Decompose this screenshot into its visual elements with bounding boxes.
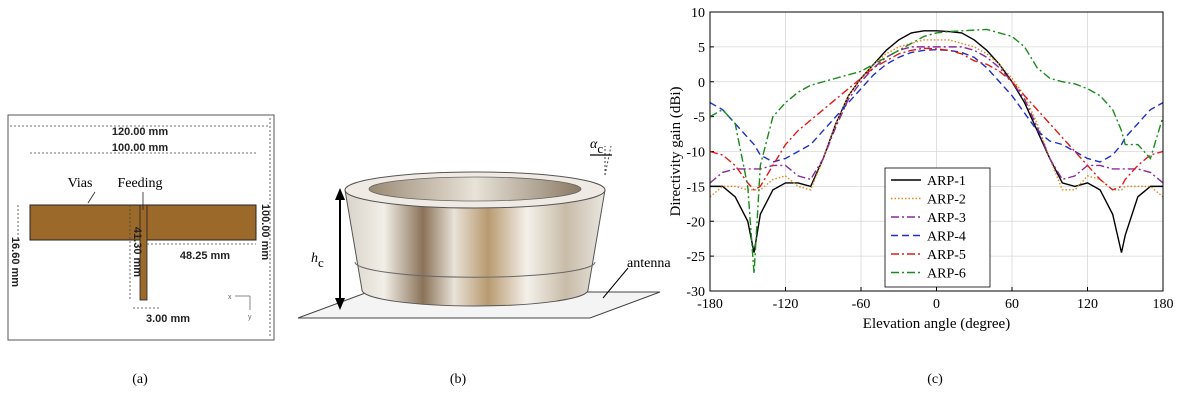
x-tick-label: -120 [773,297,799,312]
antenna-label: antenna [627,256,671,271]
caption: (a) [132,372,148,387]
x-tick-label: 60 [1005,297,1019,312]
axis-icon-label: y [248,314,252,321]
dim-label: 3.00 mm [146,313,190,325]
panel-a: 120.00 mm 100.00 mm 100.00 mm 16.60 mm 4… [8,115,274,387]
caption: (b) [450,372,467,387]
x-axis-label: Elevation angle (degree) [863,316,1010,332]
y-axis-label: Directivity gain (dBi) [668,87,684,217]
legend-label: ARP-3 [927,211,966,226]
label: Vias [68,176,93,191]
angle-guide [605,146,611,175]
label: Feeding [117,176,162,191]
y-tick-label: -25 [686,250,705,265]
x-tick-label: -180 [697,297,723,312]
x-tick-label: -60 [852,297,871,312]
dim-label: 41.30 mm [131,227,143,277]
caption: (c) [927,372,943,387]
y-tick-label: -5 [693,111,705,126]
y-tick-label: 5 [698,41,705,56]
arrow-head [335,188,345,200]
alpha-label: αc [590,137,603,156]
h-symbol: h [311,251,318,266]
legend-label: ARP-1 [927,174,966,189]
h-subscript: c [318,255,324,270]
x-tick-label: 180 [1153,297,1174,312]
dim-label: 48.25 mm [180,250,230,262]
y-tick-label: 10 [691,6,705,21]
legend-label: ARP-2 [927,193,966,208]
panel-b: hc αc antenna (b) [298,137,671,387]
legend-label: ARP-4 [927,230,966,245]
y-tick-label: -10 [686,146,705,161]
y-tick-label: -20 [686,215,705,230]
cylinder-bore [369,177,581,201]
figure: 120.00 mm 100.00 mm 100.00 mm 16.60 mm 4… [0,0,1183,395]
alpha-subscript: c [597,141,603,156]
y-tick-label: 0 [698,76,705,91]
legend-label: ARP-5 [927,248,966,263]
x-tick-label: 0 [933,297,940,312]
legend-label: ARP-6 [927,267,966,282]
dim-label: 16.60 mm [9,237,21,287]
axis-icon-label: x [228,294,232,301]
h-label: hc [311,251,324,270]
dim-label: 100.00 mm [259,204,271,260]
dim-label: 100.00 mm [112,142,168,154]
x-tick-label: 120 [1077,297,1098,312]
dim-label: 120.00 mm [112,126,168,138]
y-tick-label: -15 [686,180,705,195]
